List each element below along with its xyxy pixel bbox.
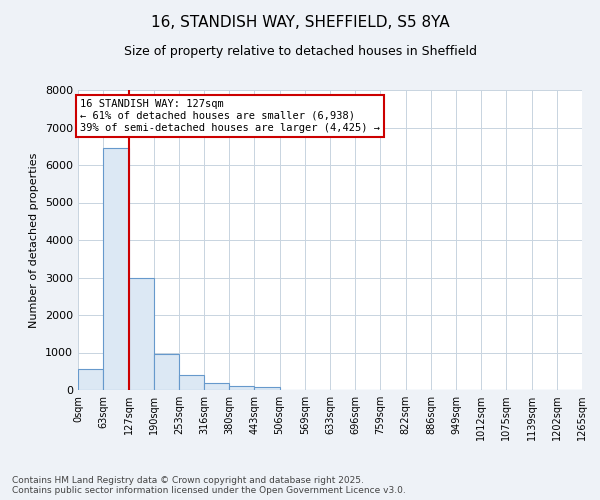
Bar: [154, 354, 179, 390]
Y-axis label: Number of detached properties: Number of detached properties: [29, 152, 40, 328]
Bar: [128, 278, 154, 390]
Bar: [179, 375, 204, 390]
Text: Contains HM Land Registry data © Crown copyright and database right 2025.
Contai: Contains HM Land Registry data © Crown c…: [12, 476, 406, 495]
Text: 16, STANDISH WAY, SHEFFIELD, S5 8YA: 16, STANDISH WAY, SHEFFIELD, S5 8YA: [151, 15, 449, 30]
Bar: [103, 148, 128, 390]
Bar: [78, 370, 103, 390]
Bar: [254, 388, 280, 390]
Text: 16 STANDISH WAY: 127sqm
← 61% of detached houses are smaller (6,938)
39% of semi: 16 STANDISH WAY: 127sqm ← 61% of detache…: [80, 100, 380, 132]
Bar: [204, 384, 229, 390]
Text: Size of property relative to detached houses in Sheffield: Size of property relative to detached ho…: [124, 45, 476, 58]
Bar: [229, 386, 254, 390]
